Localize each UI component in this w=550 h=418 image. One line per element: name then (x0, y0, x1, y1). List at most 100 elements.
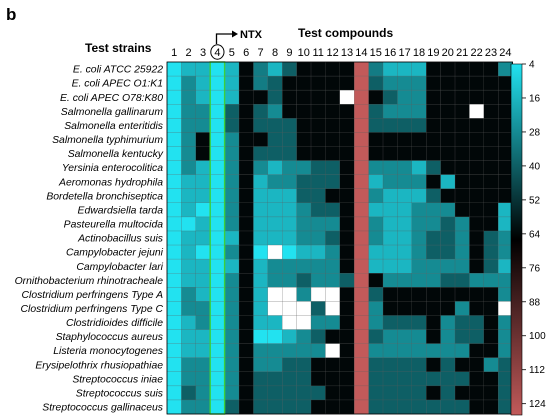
heatmap-cell (224, 399, 240, 415)
heatmap-cell (253, 160, 268, 175)
heatmap-cell (440, 174, 456, 189)
heatmap-cell (210, 399, 225, 415)
heatmap-cell (210, 62, 225, 77)
heatmap-cell (354, 174, 369, 189)
heatmap-cell (397, 216, 412, 232)
heatmap-cell (311, 357, 326, 372)
heatmap-cell (282, 90, 297, 105)
heatmap-cell (282, 160, 297, 175)
heatmap-cell (267, 245, 283, 260)
heatmap-cell (469, 188, 484, 203)
heatmap-cell (210, 188, 225, 203)
heatmap-cell (210, 216, 225, 232)
heatmap-cell (253, 132, 268, 147)
heatmap-cell (311, 287, 326, 302)
heatmap-cell (195, 104, 211, 119)
heatmap-cell (210, 287, 225, 302)
heatmap-cell (195, 132, 211, 147)
heatmap-cell (167, 132, 182, 147)
heatmap-cell (311, 329, 326, 344)
heatmap-cell (210, 245, 225, 260)
heatmap-cell (311, 188, 326, 203)
heatmap-cell (167, 343, 182, 358)
heatmap-cell (440, 315, 456, 330)
heatmap-cell (368, 174, 384, 189)
heatmap-cell (181, 118, 196, 133)
heatmap-cell (469, 357, 484, 372)
heatmap-cell (167, 160, 182, 175)
heatmap-cell (181, 315, 196, 330)
heatmap-cell (210, 315, 225, 330)
heatmap-cell (498, 146, 513, 161)
heatmap-cell (426, 245, 441, 260)
heatmap-cell (411, 216, 427, 232)
heatmap-cell (483, 174, 499, 189)
heatmap-cell (267, 174, 283, 189)
heatmap-cell (455, 174, 470, 189)
heatmap-cell (253, 230, 268, 246)
heatmap-cell (224, 301, 240, 316)
heatmap-cell (195, 329, 211, 344)
heatmap-cell (469, 90, 484, 105)
heatmap-cell (483, 216, 499, 232)
heatmap-cell (426, 371, 441, 387)
heatmap-cell (311, 160, 326, 175)
column-label: 11 (312, 47, 323, 59)
heatmap-cell (195, 245, 211, 260)
heatmap-cell (498, 216, 513, 232)
heatmap-cell (311, 104, 326, 119)
heatmap-cell (426, 90, 441, 105)
heatmap-cell (325, 104, 340, 119)
heatmap-cell (282, 104, 297, 119)
heatmap-cell (339, 273, 355, 288)
heatmap-cell (195, 343, 211, 358)
heatmap-cell (239, 62, 254, 77)
heatmap-cell (239, 357, 254, 372)
heatmap-cell (426, 315, 441, 330)
heatmap-cell (383, 90, 398, 105)
heatmap-cell (167, 230, 182, 246)
heatmap-cell (469, 315, 484, 330)
heatmap-cell (253, 202, 268, 218)
heatmap-cell (296, 216, 312, 232)
heatmap-cell (426, 385, 441, 401)
heatmap-cell (282, 371, 297, 387)
heatmap-cell (296, 188, 312, 203)
heatmap-cell (339, 230, 355, 246)
heatmap-cell (167, 188, 182, 203)
heatmap-cell (167, 329, 182, 344)
heatmap-cell (455, 104, 470, 119)
heatmap-cell (440, 273, 456, 288)
heatmap-cell (498, 132, 513, 147)
heatmap-cell (426, 188, 441, 203)
heatmap-cell (253, 62, 268, 77)
row-label: E. coli APEC O78:K80 (60, 93, 163, 104)
heatmap-cell (239, 90, 254, 105)
row-label: E. coli ATCC 25922 (73, 65, 163, 76)
heatmap-cell (181, 104, 196, 119)
heatmap-cell (426, 76, 441, 91)
heatmap-cell (483, 188, 499, 203)
heatmap-cell (498, 104, 513, 119)
row-label: Erysipelothrix rhusiopathiae (35, 360, 163, 371)
heatmap-cell (368, 399, 384, 415)
heatmap-cell (239, 104, 254, 119)
heatmap-cell (455, 273, 470, 288)
heatmap-cell (224, 104, 240, 119)
heatmap-cell (253, 357, 268, 372)
heatmap-cell (239, 245, 254, 260)
heatmap-cell (239, 301, 254, 316)
heatmap-cell (368, 259, 384, 274)
heatmap-cell (267, 230, 283, 246)
column-label: 12 (326, 47, 338, 59)
heatmap-cell (224, 357, 240, 372)
heatmap-cell (411, 301, 427, 316)
heatmap-cell (383, 245, 398, 260)
heatmap-cell (455, 259, 470, 274)
heatmap-cell (325, 118, 340, 133)
heatmap-cell (383, 315, 398, 330)
heatmap-cell (267, 76, 283, 91)
column-label: 22 (470, 47, 482, 59)
heatmap-cell (498, 315, 513, 330)
heatmap-cell (296, 245, 312, 260)
